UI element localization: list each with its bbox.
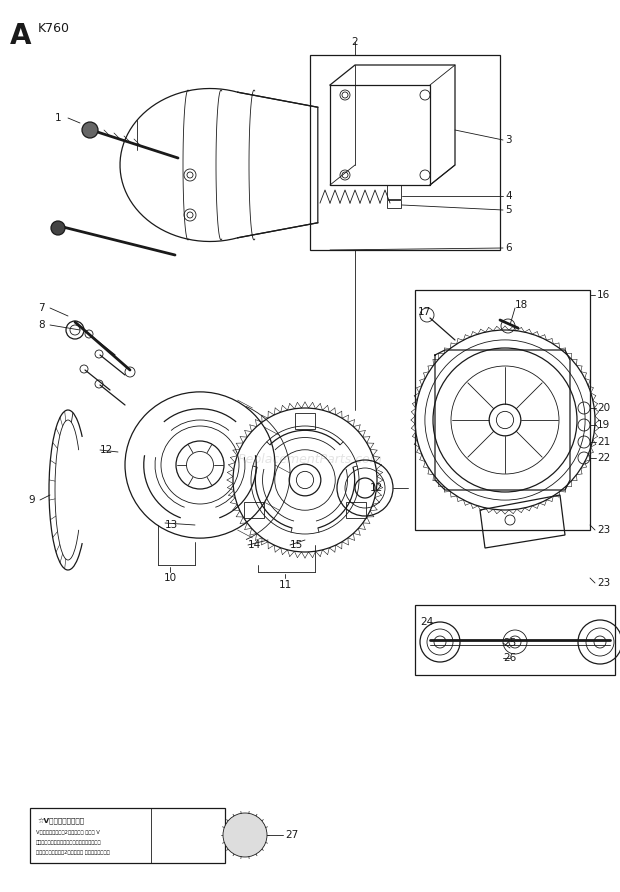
Text: 21: 21 xyxy=(597,437,610,447)
Text: A: A xyxy=(10,22,32,50)
Text: 10: 10 xyxy=(164,573,177,583)
Text: 4: 4 xyxy=(505,191,511,201)
Text: 11: 11 xyxy=(278,580,291,590)
Text: 2: 2 xyxy=(352,37,358,47)
Text: 25: 25 xyxy=(503,638,516,648)
Bar xyxy=(387,185,401,199)
Text: K760: K760 xyxy=(38,22,70,35)
Circle shape xyxy=(51,221,65,235)
Text: 24: 24 xyxy=(420,617,433,627)
Text: ☆Vベルトの張り直し: ☆Vベルトの張り直し xyxy=(38,818,85,825)
Text: 5: 5 xyxy=(505,205,511,215)
Text: 26: 26 xyxy=(503,653,516,663)
Text: 1: 1 xyxy=(55,113,61,123)
Text: 23: 23 xyxy=(597,578,610,588)
Text: 6: 6 xyxy=(505,243,511,253)
Bar xyxy=(244,501,264,517)
Circle shape xyxy=(82,122,98,138)
Text: 19: 19 xyxy=(597,420,610,430)
Text: 17: 17 xyxy=(418,307,432,317)
Text: 8: 8 xyxy=(38,320,45,330)
Bar xyxy=(30,808,225,863)
Text: 18: 18 xyxy=(515,300,528,310)
Text: 16: 16 xyxy=(597,290,610,300)
Text: 3: 3 xyxy=(505,135,511,145)
Text: ベルトカバーよの「穴位」位置に内側ナットを: ベルトカバーよの「穴位」位置に内側ナットを xyxy=(36,840,102,845)
Bar xyxy=(415,605,615,675)
Text: 9: 9 xyxy=(28,495,35,505)
Text: 23: 23 xyxy=(597,525,610,535)
Text: 12: 12 xyxy=(370,483,383,493)
Text: 15: 15 xyxy=(290,540,303,550)
Text: 12: 12 xyxy=(100,445,113,455)
Bar xyxy=(295,413,315,429)
Bar xyxy=(310,55,500,250)
Bar xyxy=(415,290,590,530)
Text: 20: 20 xyxy=(597,403,610,413)
Bar xyxy=(346,501,366,517)
Text: セットします。次の2箇のナット 締締めのります。: セットします。次の2箇のナット 締締めのります。 xyxy=(36,850,110,855)
Text: ReplacementParts.com: ReplacementParts.com xyxy=(237,453,383,467)
Text: 14: 14 xyxy=(248,540,261,550)
Bar xyxy=(387,200,401,208)
Text: Vベルトカバーよの2箇のナット 取締め V: Vベルトカバーよの2箇のナット 取締め V xyxy=(36,830,100,835)
Text: 22: 22 xyxy=(597,453,610,463)
Text: 13: 13 xyxy=(165,520,179,530)
Text: 7: 7 xyxy=(38,303,45,313)
Circle shape xyxy=(223,813,267,857)
Text: 27: 27 xyxy=(285,830,298,840)
